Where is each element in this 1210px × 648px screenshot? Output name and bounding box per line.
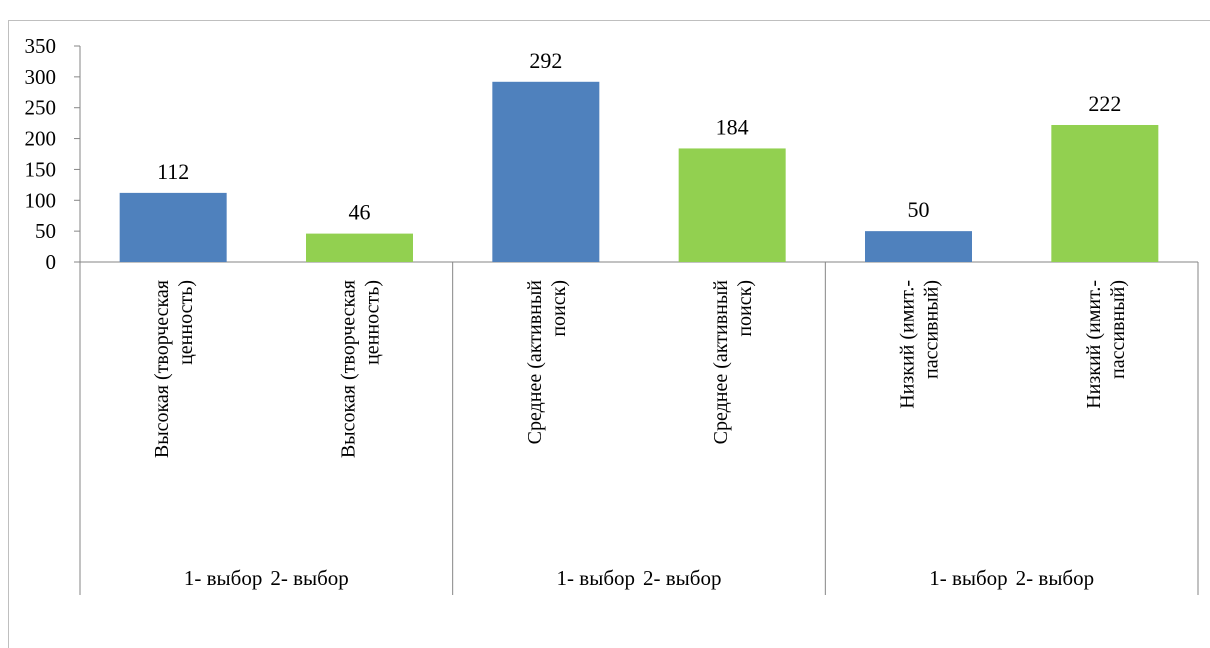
bar: [678, 148, 786, 262]
y-tick-label: 250: [25, 96, 57, 120]
y-tick-label: 150: [25, 157, 57, 181]
category-label: поиск): [734, 280, 756, 337]
data-label: 46: [349, 200, 371, 225]
choice-label: 1- выбор: [184, 566, 262, 590]
choice-label: 1- выбор: [557, 566, 635, 590]
bar: [865, 231, 972, 262]
data-label: 222: [1088, 91, 1121, 116]
y-tick-label: 100: [25, 188, 57, 212]
y-tick-label: 0: [46, 250, 57, 274]
bar: [119, 192, 227, 262]
bar: [1051, 124, 1159, 262]
category-label: Высокая (творческая: [338, 280, 360, 458]
data-label: 184: [716, 114, 749, 139]
choice-label: 2- выбор: [1016, 566, 1094, 590]
category-label: поиск): [548, 280, 570, 337]
y-tick-label: 50: [35, 219, 56, 243]
category-label: Низкий (имит.-: [897, 280, 919, 409]
y-tick-label: 350: [25, 34, 57, 58]
data-label: 112: [157, 159, 189, 184]
choice-label: 2- выбор: [643, 566, 721, 590]
data-label: 292: [529, 48, 562, 73]
choice-label: 1- выбор: [929, 566, 1007, 590]
category-label: Среднее (активный: [524, 280, 546, 445]
data-label: 50: [908, 197, 930, 222]
category-label: пассивный): [1107, 280, 1129, 379]
choice-label: 2- выбор: [270, 566, 348, 590]
bar: [306, 233, 413, 262]
y-tick-label: 200: [25, 127, 57, 151]
category-label: Среднее (активный: [710, 280, 732, 445]
category-label: ценность): [362, 280, 384, 365]
category-label: Высокая (творческая: [151, 280, 173, 458]
chart-frame: [8, 20, 1210, 648]
y-tick-label: 300: [25, 65, 57, 89]
category-label: Низкий (имит.-: [1083, 280, 1105, 409]
category-label: ценность): [175, 280, 197, 365]
category-label: пассивный): [921, 280, 943, 379]
bar: [492, 81, 600, 263]
